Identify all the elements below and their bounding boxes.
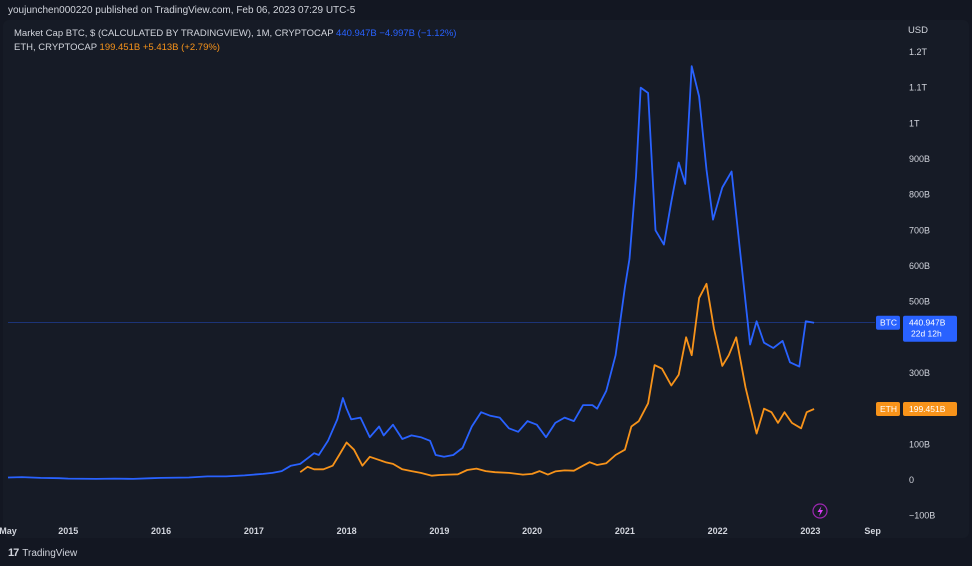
x-axis[interactable]: May 2015 2016 2017 2018 2019 2020 2021 2022 2023 S… xyxy=(0,526,881,536)
eth-symbol-box xyxy=(876,402,900,417)
y-tick-label: 1.1T xyxy=(909,83,928,93)
series-line-eth xyxy=(299,282,815,477)
btc-value-box xyxy=(903,315,957,342)
brand-name: TradingView xyxy=(22,547,78,559)
y-tick-label: −100B xyxy=(909,511,935,521)
x-tick-label: Sep xyxy=(864,526,881,536)
x-tick-label: 2017 xyxy=(244,526,264,536)
series-layer xyxy=(7,65,815,480)
chart-panel[interactable] xyxy=(3,20,969,538)
btc-value-label: 440.947B xyxy=(909,318,946,328)
y-tick-label: 500B xyxy=(909,297,930,307)
chart-legend: Market Cap BTC, $ (CALCULATED BY TRADING… xyxy=(14,27,456,55)
y-axis[interactable]: 1.2T1.1T1T900B800B700B600B500B300B200B10… xyxy=(909,47,935,521)
x-tick-label: 2022 xyxy=(708,526,728,536)
x-tick-label: 2019 xyxy=(429,526,449,536)
btc-symbol-box xyxy=(876,315,900,330)
legend-eth-change: +5.413B (+2.79%) xyxy=(142,42,220,53)
y-tick-label: 100B xyxy=(909,439,930,449)
tradingview-brand[interactable]: 17 TradingView xyxy=(8,547,77,559)
x-tick-label: 2023 xyxy=(800,526,820,536)
eth-symbol-label: ETH xyxy=(880,404,897,414)
legend-eth-name: ETH, CRYPTOCAP xyxy=(14,42,97,53)
tradingview-logo-icon: 17 xyxy=(8,547,19,559)
legend-btc-change: −4.997B (−1.12%) xyxy=(379,28,457,39)
btc-countdown-label: 22d 12h xyxy=(911,329,942,339)
eth-value-box xyxy=(903,402,957,417)
legend-btc[interactable]: Market Cap BTC, $ (CALCULATED BY TRADING… xyxy=(14,27,456,41)
x-tick-label: 2021 xyxy=(615,526,635,536)
lightning-icon[interactable] xyxy=(812,503,828,519)
legend-eth-value: 199.451B xyxy=(99,42,141,53)
y-tick-label: 1.2T xyxy=(909,47,928,57)
currency-label[interactable]: USD xyxy=(907,25,928,36)
btc-symbol-label: BTC xyxy=(880,318,897,328)
y-tick-label: 800B xyxy=(909,190,930,200)
y-tick-label: 0 xyxy=(909,475,914,485)
x-tick-label: 2020 xyxy=(522,526,542,536)
price-tags: BTC 440.947B 22d 12h ETH 199.451B xyxy=(876,315,957,417)
y-tick-label: 1T xyxy=(909,118,920,128)
header-bar: youjunchen000220 published on TradingVie… xyxy=(0,0,972,22)
y-tick-label: 900B xyxy=(909,154,930,164)
x-tick-label: 2015 xyxy=(58,526,78,536)
btc-price-tag: BTC 440.947B 22d 12h xyxy=(876,315,957,342)
y-tick-label: 700B xyxy=(909,225,930,235)
x-tick-label: May xyxy=(0,526,17,536)
eth-value-label: 199.451B xyxy=(909,404,946,414)
y-tick-label: 300B xyxy=(909,368,930,378)
eth-price-tag: ETH 199.451B xyxy=(876,402,957,417)
series-line-btc xyxy=(7,65,815,480)
publisher-info: youjunchen000220 published on TradingVie… xyxy=(8,5,356,16)
x-tick-label: 2016 xyxy=(151,526,171,536)
footer-bar xyxy=(0,540,972,566)
legend-btc-name: Market Cap BTC, $ (CALCULATED BY TRADING… xyxy=(14,28,334,39)
legend-btc-value: 440.947B xyxy=(336,28,377,39)
y-tick-label: 600B xyxy=(909,261,930,271)
x-tick-label: 2018 xyxy=(337,526,357,536)
legend-eth[interactable]: ETH, CRYPTOCAP 199.451B +5.413B (+2.79%) xyxy=(14,41,456,55)
